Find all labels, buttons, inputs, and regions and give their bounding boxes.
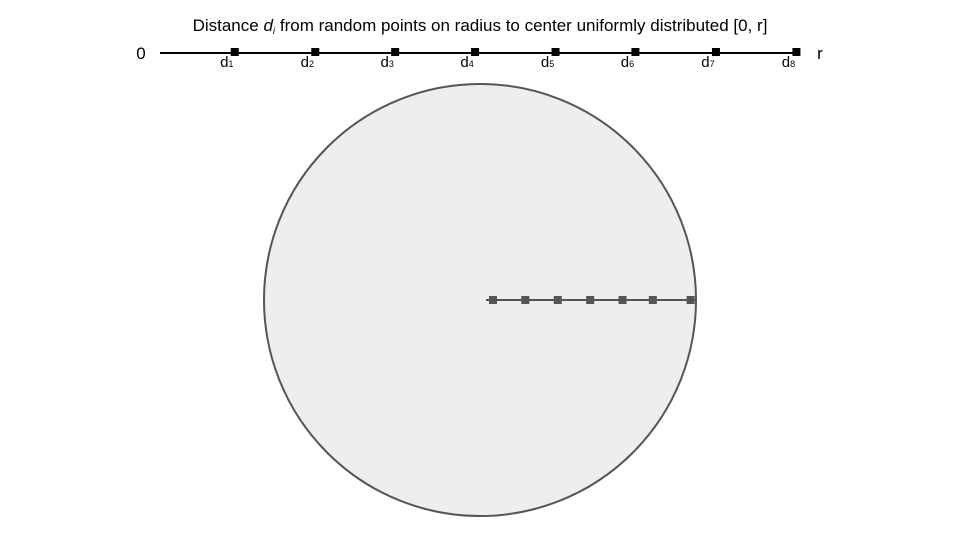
number-line-tick-label-5: d5 [541,54,554,71]
number-line-start-label: 0 [136,44,145,63]
number-line-tick-label-7: d7 [701,54,714,71]
number-line-tick-8 [792,48,801,56]
radius-marker-3 [553,296,562,304]
number-line-tick-label-3: d3 [380,54,393,71]
number-line-tick-7 [711,48,720,56]
radius-marker-7 [686,296,695,304]
title-prefix: Distance [192,16,264,35]
number-line-tick-label-2: d2 [301,54,314,71]
radius-markers [488,296,695,304]
radius-marker-6 [648,296,657,304]
title-variable: d [263,16,273,35]
title-subscript: i [272,26,276,37]
diagram-title: Distance di from random points on radius… [0,15,960,43]
radius-marker-1 [488,296,497,304]
number-line-tick-5 [551,48,560,56]
number-line-tick-2 [311,48,320,56]
number-line-end-label: r [817,44,823,63]
title-suffix: from random points on radius to center u… [275,16,768,35]
radius-marker-5 [618,296,627,304]
number-line-tick-label-4: d4 [460,54,473,71]
number-line-tick-label-8: d8 [782,54,795,71]
number-line-tick-6 [631,48,640,56]
radius-marker-4 [586,296,595,304]
number-line-tick-label-6: d6 [621,54,634,71]
number-line-tick-label-1: d1 [220,54,233,71]
radius-marker-2 [521,296,530,304]
number-line-tick-4 [471,48,480,56]
number-line-tick-1 [230,48,239,56]
number-line-ticks: d1 d2 d3 d4 d5 d6 d7 d8 [220,48,801,71]
number-line-tick-3 [391,48,400,56]
